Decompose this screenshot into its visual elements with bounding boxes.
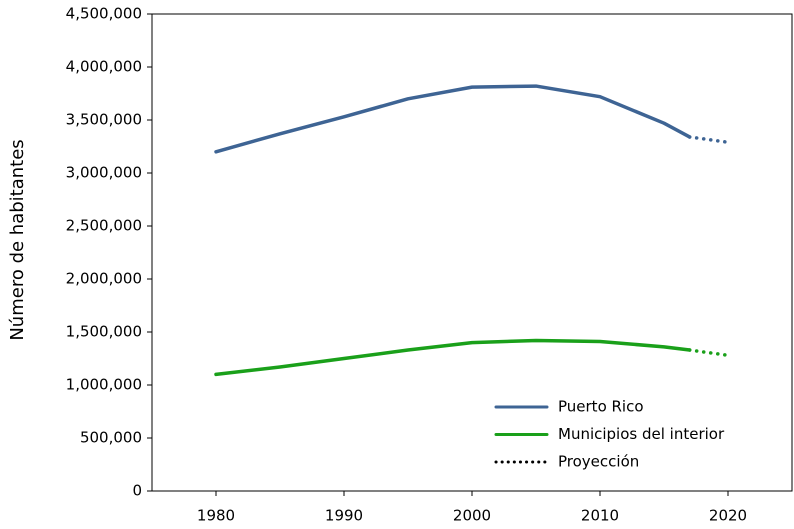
y-tick-label: 0	[132, 482, 142, 500]
series-line	[214, 84, 692, 154]
legend-label: Proyección	[558, 453, 639, 471]
y-axis-label: Número de habitantes	[7, 139, 28, 340]
projection-line	[687, 348, 730, 358]
y-tick-label: 4,500,000	[66, 5, 142, 23]
series-line	[214, 338, 692, 377]
y-tick-label: 4,000,000	[66, 58, 142, 76]
y-tick-label: 2,000,000	[66, 270, 142, 288]
projection-line	[687, 135, 730, 145]
y-tick-label: 2,500,000	[66, 217, 142, 235]
y-tick-label: 1,000,000	[66, 376, 142, 394]
y-tick-label: 1,500,000	[66, 323, 142, 341]
x-tick-label: 2000	[453, 507, 491, 525]
legend-label: Puerto Rico	[558, 398, 644, 416]
x-tick-label: 2020	[709, 507, 747, 525]
x-tick-label: 1980	[197, 507, 235, 525]
y-tick-label: 500,000	[80, 429, 142, 447]
legend-label: Municipios del interior	[558, 425, 725, 443]
y-tick-label: 3,000,000	[66, 164, 142, 182]
y-tick-label: 3,500,000	[66, 111, 142, 129]
x-tick-label: 1990	[325, 507, 363, 525]
x-tick-label: 2010	[581, 507, 619, 525]
